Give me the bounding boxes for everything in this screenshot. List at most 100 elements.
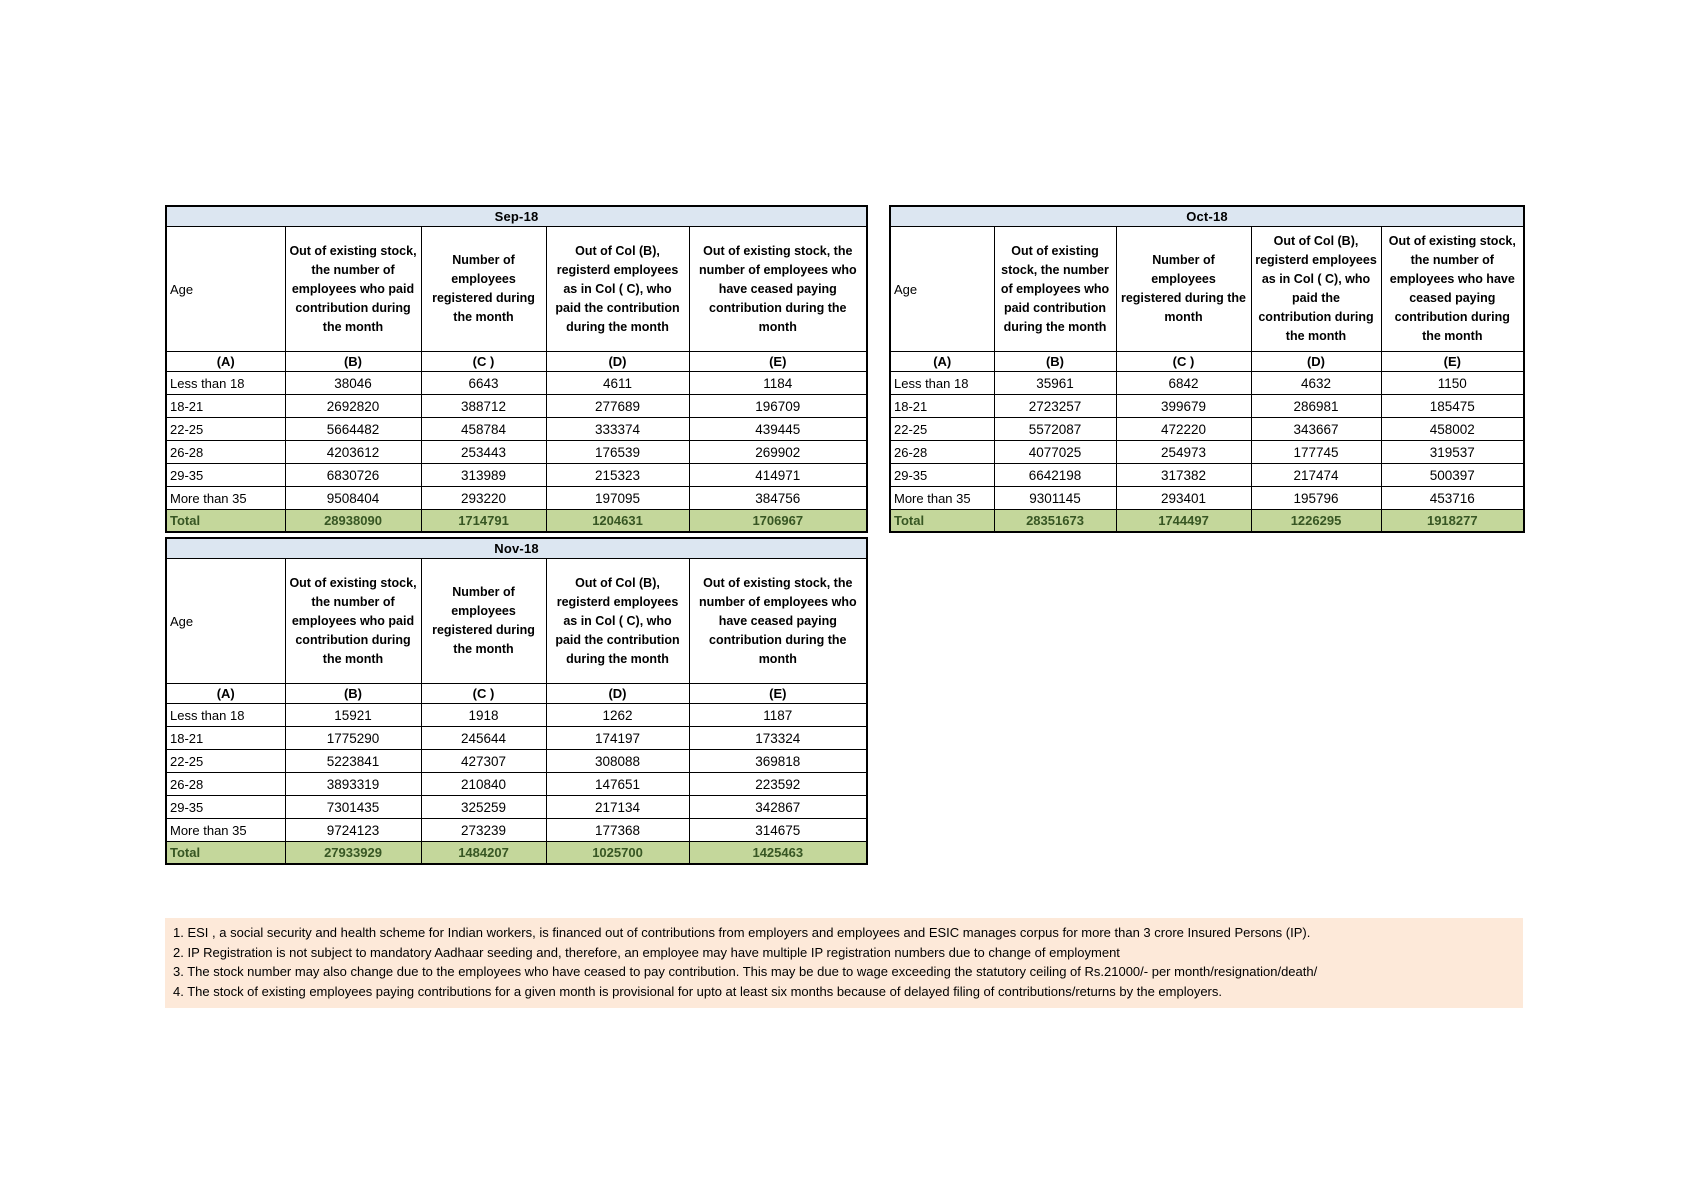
col-header-b: Out of existing stock, the number of emp… [284,226,422,352]
cell-e: 369818 [688,749,868,773]
month-title-row: Nov-18 [165,537,868,559]
cell-c: 325259 [420,795,547,819]
table-total-row: Total 28351673 1744497 1226295 1918277 [889,509,1525,533]
cell-total-e: 1706967 [688,509,868,533]
table-row: 29-35 6642198 317382 217474 500397 [889,463,1525,487]
cell-total-b: 27933929 [284,841,422,865]
cell-b: 9724123 [284,818,422,842]
cell-e: 1184 [688,371,868,395]
cell-d: 217474 [1250,463,1382,487]
col-header-e: Out of existing stock, the number of emp… [688,558,868,684]
col-letter-c: (C ) [420,683,547,704]
cell-b: 15921 [284,703,422,727]
cell-total-c: 1744497 [1115,509,1252,533]
cell-age: Less than 18 [165,703,286,727]
col-letter-d: (D) [545,683,690,704]
cell-age: 18-21 [165,394,286,418]
col-header-c: Number of employees registered during th… [420,558,547,684]
cell-c: 293220 [420,486,547,510]
table-row: More than 35 9508404 293220 197095 38475… [165,486,868,510]
column-header-row: Age Out of existing stock, the number of… [165,558,868,684]
col-header-d: Out of Col (B), registerd employees as i… [545,226,690,352]
col-letter-b: (B) [284,351,422,372]
cell-c: 6643 [420,371,547,395]
cell-b: 4203612 [284,440,422,464]
table-row: 22-25 5664482 458784 333374 439445 [165,417,868,441]
column-header-row: Age Out of existing stock, the number of… [165,226,868,352]
table-row: 22-25 5223841 427307 308088 369818 [165,749,868,773]
footnote-3: 3. The stock number may also change due … [173,964,1318,979]
cell-total-d: 1226295 [1250,509,1382,533]
cell-b: 9508404 [284,486,422,510]
footnote-1: 1. ESI , a social security and health sc… [173,925,1311,940]
cell-total-label: Total [165,841,286,865]
col-header-b: Out of existing stock, the number of emp… [284,558,422,684]
footnote-4: 4. The stock of existing employees payin… [173,983,1222,999]
cell-d: 177368 [545,818,690,842]
cell-age: More than 35 [889,486,995,510]
cell-age: 29-35 [165,795,286,819]
cell-e: 196709 [688,394,868,418]
table-row: More than 35 9724123 273239 177368 31467… [165,818,868,842]
table-row: 22-25 5572087 472220 343667 458002 [889,417,1525,441]
month-table-nov-18: Nov-18 Age Out of existing stock, the nu… [165,537,869,865]
table-row: 26-28 3893319 210840 147651 223592 [165,772,868,796]
cell-e: 173324 [688,726,868,750]
cell-d: 147651 [545,772,690,796]
cell-b: 6830726 [284,463,422,487]
cell-age: 22-25 [165,749,286,773]
cell-age: Less than 18 [165,371,286,395]
table-row: 26-28 4077025 254973 177745 319537 [889,440,1525,464]
cell-e: 384756 [688,486,868,510]
cell-c: 458784 [420,417,547,441]
cell-d: 333374 [545,417,690,441]
cell-d: 197095 [545,486,690,510]
cell-b: 38046 [284,371,422,395]
cell-c: 6842 [1115,371,1252,395]
cell-c: 472220 [1115,417,1252,441]
table-row: 26-28 4203612 253443 176539 269902 [165,440,868,464]
cell-total-b: 28938090 [284,509,422,533]
col-header-age: Age [165,226,286,352]
col-letter-a: (A) [889,351,995,372]
cell-age: 22-25 [889,417,995,441]
col-letter-b: (B) [284,683,422,704]
cell-c: 399679 [1115,394,1252,418]
table-row: 18-21 2723257 399679 286981 185475 [889,394,1525,418]
cell-d: 174197 [545,726,690,750]
cell-e: 319537 [1380,440,1525,464]
column-letter-row: (A) (B) (C ) (D) (E) [889,351,1525,372]
cell-b: 1775290 [284,726,422,750]
cell-b: 6642198 [993,463,1117,487]
cell-total-d: 1204631 [545,509,690,533]
cell-e: 458002 [1380,417,1525,441]
month-table-oct-18: Oct-18 Age Out of existing stock, the nu… [889,205,1526,533]
cell-total-e: 1425463 [688,841,868,865]
cell-d: 343667 [1250,417,1382,441]
cell-age: More than 35 [165,486,286,510]
cell-age: 26-28 [165,772,286,796]
table-row: 18-21 1775290 245644 174197 173324 [165,726,868,750]
cell-e: 453716 [1380,486,1525,510]
table-row: 29-35 7301435 325259 217134 342867 [165,795,868,819]
col-letter-a: (A) [165,351,286,372]
table-row: Less than 18 35961 6842 4632 1150 [889,371,1525,395]
cell-total-b: 28351673 [993,509,1117,533]
footnote-2: 2. IP Registration is not subject to man… [173,944,1120,960]
table-row: Less than 18 38046 6643 4611 1184 [165,371,868,395]
month-title: Nov-18 [165,537,868,559]
month-title-row: Oct-18 [889,205,1525,227]
col-letter-e: (E) [688,351,868,372]
cell-c: 293401 [1115,486,1252,510]
col-header-d: Out of Col (B), registerd employees as i… [545,558,690,684]
col-letter-d: (D) [1250,351,1382,372]
col-header-c: Number of employees registered during th… [1115,226,1252,352]
cell-d: 4611 [545,371,690,395]
column-header-row: Age Out of existing stock, the number of… [889,226,1525,352]
cell-e: 269902 [688,440,868,464]
col-header-c: Number of employees registered during th… [420,226,547,352]
cell-age: 29-35 [165,463,286,487]
cell-c: 427307 [420,749,547,773]
col-letter-e: (E) [688,683,868,704]
